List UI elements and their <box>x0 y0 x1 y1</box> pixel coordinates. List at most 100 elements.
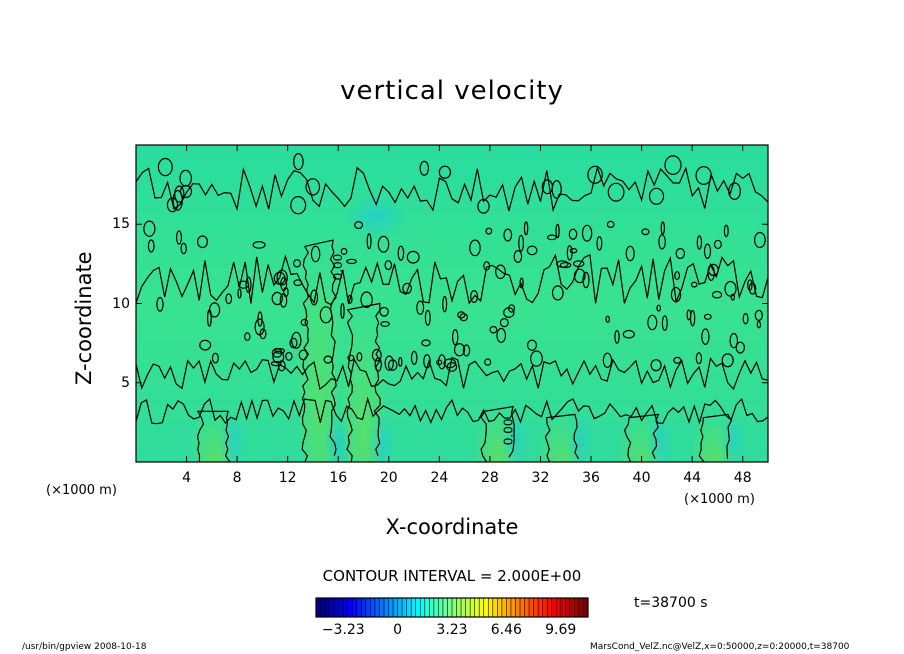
colorbar-cell <box>402 598 407 617</box>
colorbar-cell <box>384 598 389 617</box>
contour-loop <box>724 280 737 297</box>
contour-loop <box>406 250 420 264</box>
colorbar-cell <box>465 598 471 617</box>
contour-loop <box>384 355 394 371</box>
downdraft-patch-0 <box>218 412 247 462</box>
contour-loop <box>437 354 446 370</box>
contour-loop <box>703 313 712 320</box>
x-tick-label: 12 <box>278 470 297 486</box>
colorbar-cell <box>497 598 503 617</box>
contour-loop <box>641 228 650 236</box>
colorbar-cell <box>415 598 421 617</box>
contour-loop <box>721 353 734 368</box>
contour-loop <box>690 281 698 288</box>
downdraft-patch-5 <box>645 412 674 462</box>
contour-loop <box>462 344 471 357</box>
time-label: t=38700 s <box>634 595 708 611</box>
colorbar-cell <box>488 598 494 617</box>
contour-loop <box>569 247 578 254</box>
colorbar-cell <box>316 598 321 617</box>
contour-loop <box>156 296 164 312</box>
contour-loop <box>457 311 466 319</box>
y-tick-label: 15 <box>112 216 130 233</box>
contour-loop <box>424 309 431 326</box>
contour-loop <box>206 309 212 327</box>
contour-loop <box>483 261 491 271</box>
contour-loop <box>379 306 389 317</box>
x-tick-label: 8 <box>232 470 242 486</box>
contour-loop <box>673 356 682 364</box>
contour-loop-upper <box>438 165 452 179</box>
contour-mid-high <box>136 253 768 306</box>
colorbar-cell <box>420 598 426 617</box>
colorbar-cell <box>452 598 457 617</box>
contour-loop <box>366 233 372 250</box>
contour-loop <box>436 359 443 366</box>
contour-loop <box>452 329 459 346</box>
contour-loop <box>340 303 345 319</box>
contour-interval-text: CONTOUR INTERVAL = 2.000E+00 <box>322 567 582 585</box>
contour-loop <box>252 240 266 249</box>
x-tick-label: 36 <box>582 470 600 486</box>
contour-loop <box>701 328 710 345</box>
colorbar-cell <box>569 598 575 617</box>
colorbar-cell <box>542 598 548 617</box>
column-contour-2 <box>346 302 381 462</box>
contour-loop <box>748 282 757 295</box>
column-contour-3 <box>480 405 515 462</box>
contour-loop <box>499 318 509 328</box>
contour-loop <box>310 289 319 306</box>
contour-loop <box>556 260 569 268</box>
updraft-column-1 <box>297 230 342 462</box>
colorbar-cell <box>347 598 353 617</box>
colorbar-cell <box>438 598 444 617</box>
colorbar-cell <box>356 598 362 617</box>
contour-loop <box>530 350 543 367</box>
contour-loop <box>298 349 308 361</box>
y-axis-label: Z-coordinate <box>72 251 96 385</box>
colorbar-cell <box>574 598 580 617</box>
contour-loop-upper <box>607 182 625 202</box>
contour-loop <box>754 231 766 249</box>
contour-loop <box>656 304 662 312</box>
contour-labels: 0.00 0.00 <box>331 254 516 446</box>
contour-loop <box>371 348 382 362</box>
contour-loop <box>559 262 572 269</box>
contour-loop <box>237 280 250 289</box>
colorbar-cell <box>325 598 330 617</box>
contour-loop <box>674 271 680 281</box>
column-contour-5 <box>623 413 660 462</box>
contour-loop <box>526 245 538 256</box>
colorbar-cell <box>515 598 521 617</box>
contour-loop <box>470 290 479 304</box>
colorbar-tick-label: 6.46 <box>490 622 522 638</box>
contour-loop <box>197 235 209 249</box>
contour-loop-upper <box>551 179 562 199</box>
contour-loop <box>495 264 506 280</box>
contour-loop <box>742 313 749 325</box>
contour-loop <box>310 245 321 263</box>
contour-loop <box>293 259 302 268</box>
colorbar-cell <box>474 598 480 617</box>
x-tick-label: 48 <box>733 470 752 486</box>
contour-loop <box>519 277 524 289</box>
colorbar-cell <box>352 598 358 617</box>
colorbar-cell <box>334 598 339 617</box>
contour-loop <box>271 347 283 358</box>
contour-loop <box>602 352 613 368</box>
contour-label: 0.00 <box>331 254 345 281</box>
contour-loop <box>606 220 615 228</box>
contour-loop <box>276 269 288 286</box>
contour-loop-upper <box>728 182 741 200</box>
contour-loop <box>340 247 348 255</box>
colorbar-cell <box>520 598 525 617</box>
x-tick-label: 4 <box>182 470 192 486</box>
contour-mid-low <box>136 356 768 391</box>
contour-loop <box>211 352 219 364</box>
x-axis-label: X-coordinate <box>385 515 519 539</box>
colorbar-cell <box>560 598 566 617</box>
contour-loop <box>711 290 723 299</box>
contour-loop <box>670 286 682 303</box>
contour-loop <box>443 358 457 369</box>
contour-loop <box>582 271 590 289</box>
